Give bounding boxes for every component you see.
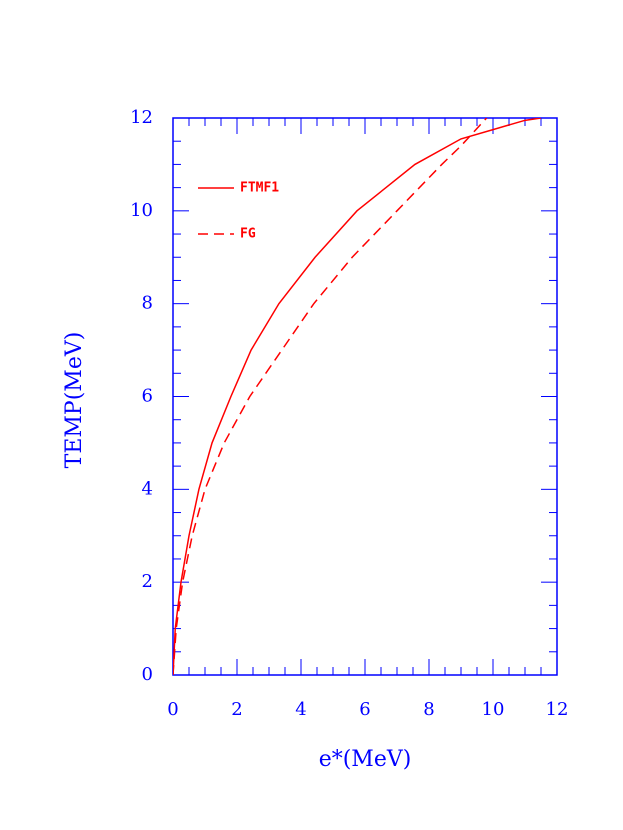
- series-line: [173, 118, 542, 675]
- y-tick-label: 12: [130, 107, 153, 128]
- x-tick-label: 4: [295, 699, 306, 720]
- x-tick-label: 2: [231, 699, 242, 720]
- x-tick-label: 12: [546, 699, 569, 720]
- x-axis-label: e*(MeV): [319, 747, 412, 772]
- x-tick-label: 10: [482, 699, 505, 720]
- x-tick-label: 8: [423, 699, 434, 720]
- y-tick-label: 8: [142, 293, 153, 314]
- x-tick-label: 0: [167, 699, 178, 720]
- y-axis-label: TEMP(MeV): [62, 332, 87, 469]
- y-tick-label: 2: [142, 571, 153, 592]
- y-tick-label: 10: [130, 200, 153, 221]
- y-tick-label: 4: [142, 478, 153, 499]
- series-line: [173, 118, 488, 675]
- y-tick-label: 0: [142, 664, 153, 685]
- x-tick-label: 6: [359, 699, 370, 720]
- legend-label: FG: [240, 227, 256, 242]
- legend-label: FTMF1: [240, 181, 279, 196]
- y-tick-label: 6: [142, 386, 153, 407]
